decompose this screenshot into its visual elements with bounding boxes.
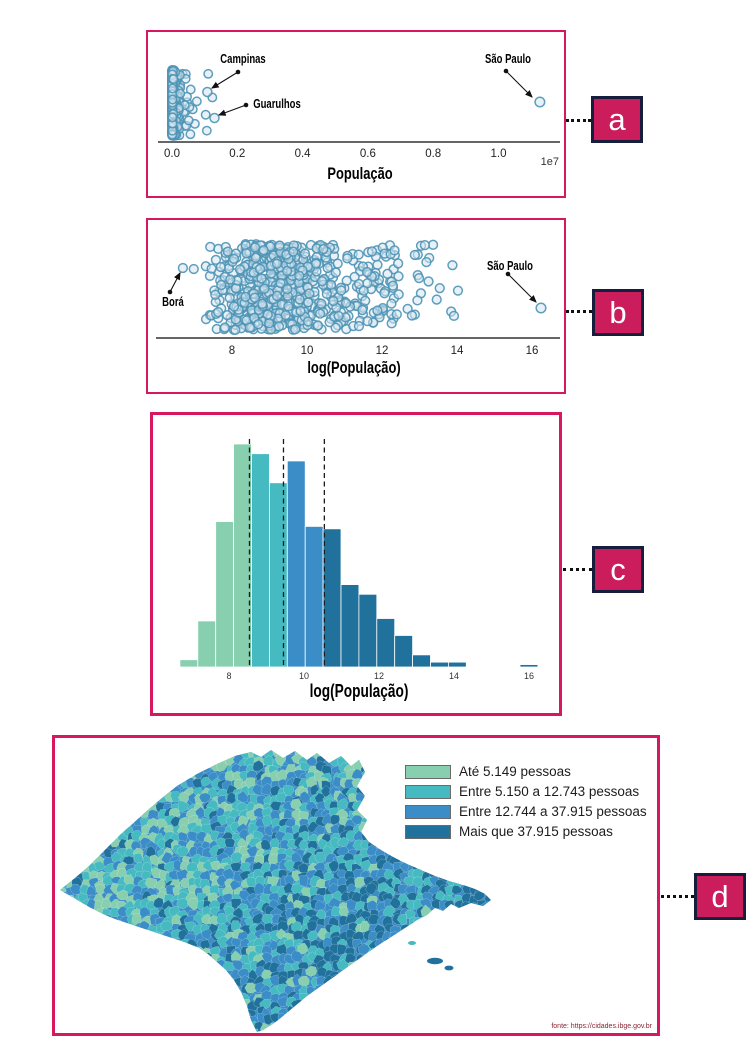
legend-label: Até 5.149 pessoas bbox=[459, 764, 571, 779]
svg-text:16: 16 bbox=[526, 345, 539, 357]
svg-text:1.0: 1.0 bbox=[491, 148, 507, 160]
dotted-connector-a bbox=[566, 119, 591, 122]
badge-a: a bbox=[591, 96, 643, 143]
svg-text:0.6: 0.6 bbox=[360, 148, 376, 160]
strip-plot-log-population: 8 10 12 14 16 bbox=[156, 238, 560, 357]
dotted-connector-b bbox=[566, 310, 592, 313]
legend-item: Mais que 37.915 pessoas bbox=[405, 824, 647, 839]
svg-text:14: 14 bbox=[449, 671, 459, 681]
svg-text:0.8: 0.8 bbox=[425, 148, 441, 160]
panel-strip-population: 0.0 0.2 0.4 0.6 0.8 1.0 Campinas Guarulhos Sã… bbox=[146, 30, 566, 198]
x-axis-title: log(População) bbox=[309, 681, 409, 701]
svg-text:8: 8 bbox=[229, 345, 235, 357]
legend-swatch-blue bbox=[405, 804, 451, 819]
svg-text:0.2: 0.2 bbox=[229, 148, 245, 160]
svg-text:10: 10 bbox=[301, 345, 314, 357]
strip-plot-population: 0.0 0.2 0.4 0.6 0.8 1.0 bbox=[158, 65, 560, 160]
legend-item: Entre 5.150 a 12.743 pessoas bbox=[405, 784, 647, 799]
badge-c: c bbox=[592, 546, 644, 593]
legend-swatch-teal bbox=[405, 784, 451, 799]
annotation-sao-paulo: São Paulo bbox=[485, 52, 531, 66]
legend-item: Entre 12.744 a 37.915 pessoas bbox=[405, 804, 647, 819]
axis-offset-label: 1e7 bbox=[540, 156, 559, 168]
histogram-log-population: 8 10 12 14 16 bbox=[179, 439, 539, 681]
svg-text:12: 12 bbox=[374, 671, 384, 681]
legend-label: Mais que 37.915 pessoas bbox=[459, 824, 613, 839]
svg-text:16: 16 bbox=[524, 671, 534, 681]
svg-text:12: 12 bbox=[376, 345, 389, 357]
badge-d: d bbox=[694, 873, 746, 920]
x-axis-title: População bbox=[327, 164, 393, 183]
badge-b: b bbox=[592, 289, 644, 336]
svg-text:8: 8 bbox=[226, 671, 231, 681]
svg-text:14: 14 bbox=[451, 345, 464, 357]
legend-swatch-dark bbox=[405, 824, 451, 839]
sao-paulo-state-map bbox=[60, 750, 491, 1032]
legend-item: Até 5.149 pessoas bbox=[405, 764, 647, 779]
panel-choropleth-map: Até 5.149 pessoas Entre 5.150 a 12.743 p… bbox=[52, 735, 660, 1036]
svg-text:0.4: 0.4 bbox=[295, 148, 312, 160]
annotation-campinas: Campinas bbox=[220, 52, 266, 66]
annotation-sao-paulo: São Paulo bbox=[487, 259, 533, 273]
map-legend: Até 5.149 pessoas Entre 5.150 a 12.743 p… bbox=[405, 764, 647, 844]
svg-text:10: 10 bbox=[299, 671, 309, 681]
legend-swatch-green bbox=[405, 764, 451, 779]
panel-strip-log-population: 8 10 12 14 16 Borá São Paulo log(População) bbox=[146, 218, 566, 394]
map-source-caption: fonte: https://cidades.ibge.gov.br bbox=[551, 1023, 652, 1030]
legend-label: Entre 12.744 a 37.915 pessoas bbox=[459, 804, 647, 819]
dotted-connector-d bbox=[661, 895, 694, 898]
panel-histogram-log-population: 8 10 12 14 16 log(População) bbox=[150, 412, 562, 716]
legend-label: Entre 5.150 a 12.743 pessoas bbox=[459, 784, 640, 799]
dotted-connector-c bbox=[563, 568, 592, 571]
x-axis-title: log(População) bbox=[307, 358, 401, 377]
svg-text:0.0: 0.0 bbox=[164, 148, 180, 160]
annotation-bora: Borá bbox=[162, 295, 184, 309]
annotation-guarulhos: Guarulhos bbox=[253, 97, 301, 111]
